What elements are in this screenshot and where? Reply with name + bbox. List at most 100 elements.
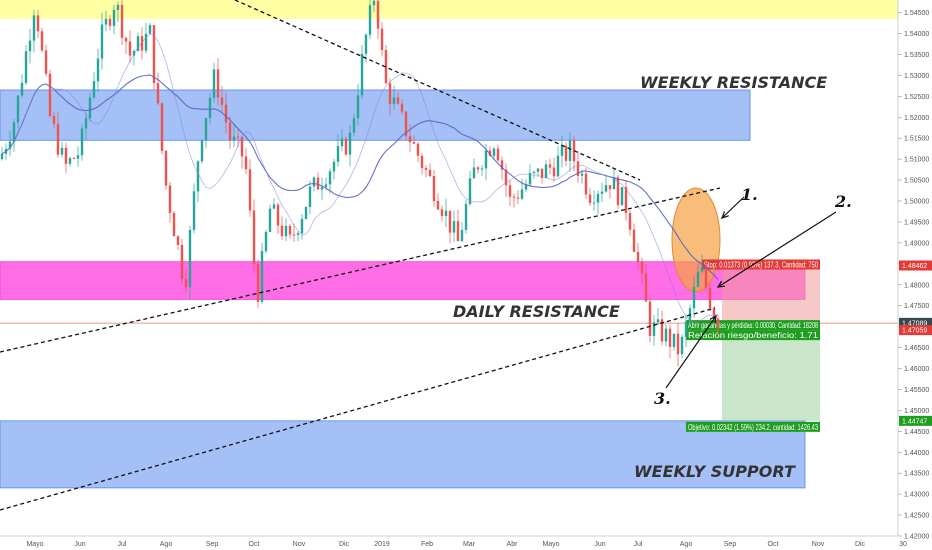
candle [184, 269, 188, 294]
y-tick-label: 1.42000 [904, 534, 929, 541]
candle [432, 169, 436, 207]
candle [596, 190, 600, 215]
candle [112, 5, 116, 35]
candle [384, 45, 388, 85]
price-tag: 1.47059 [899, 325, 932, 336]
candle [332, 158, 336, 180]
candle [680, 334, 684, 359]
candle [296, 231, 300, 241]
y-tick-label: 1.45000 [904, 408, 929, 415]
candle [176, 235, 180, 251]
candle [468, 170, 472, 206]
candle [452, 210, 456, 243]
x-tick-label: Dic [339, 541, 350, 548]
y-tick-label: 1.54000 [904, 31, 929, 38]
candle [252, 199, 256, 274]
x-tick-label: Feb [421, 541, 433, 548]
candle [632, 223, 636, 253]
zone-1 [0, 261, 806, 300]
weekly-support-label: WEEKLY SUPPORT [634, 462, 796, 481]
candle [156, 72, 160, 106]
candle [412, 135, 416, 145]
candle [576, 151, 580, 183]
zone-0 [0, 89, 751, 141]
candle [368, 0, 372, 39]
candle [424, 165, 428, 178]
candle [648, 297, 652, 343]
candle [56, 112, 60, 158]
candle [240, 136, 244, 169]
candle [668, 324, 672, 359]
candle [656, 308, 660, 326]
candle [620, 186, 624, 206]
annotation-1: 1. [741, 185, 758, 204]
candle [704, 261, 708, 293]
candle [316, 172, 320, 190]
candle [572, 135, 576, 172]
y-tick-label: 1.50500 [904, 178, 929, 185]
candle [136, 32, 140, 52]
y-tick-label: 1.54500 [904, 10, 929, 17]
x-tick-label: Mayo [26, 541, 43, 548]
pnl-box: Abrir ganancias y pérdidas: 0.00030, Can… [686, 320, 820, 331]
y-tick-label: 1.44000 [904, 450, 929, 457]
candle [380, 22, 384, 57]
candle [604, 174, 608, 193]
candle [104, 10, 108, 32]
candle [584, 167, 588, 200]
candle [320, 177, 324, 201]
candle [284, 218, 288, 242]
y-tick-label: 1.49500 [904, 219, 929, 226]
y-tick-label: 1.43500 [904, 471, 929, 478]
candle [692, 276, 696, 318]
candle [564, 141, 568, 166]
y-tick-label: 1.46000 [904, 366, 929, 373]
candle [260, 242, 264, 304]
candle [92, 71, 96, 100]
zones-layer [0, 0, 898, 489]
candle [220, 86, 224, 114]
candle [672, 333, 676, 351]
candle [396, 91, 400, 105]
candle [524, 179, 528, 193]
candle [100, 12, 104, 70]
candle [436, 193, 440, 211]
candle [540, 168, 544, 184]
candle [544, 160, 548, 179]
x-tick-label: Mayo [542, 541, 559, 548]
candle [440, 205, 444, 222]
x-tick-label: 30 [899, 541, 907, 548]
candle [8, 130, 12, 157]
candle [328, 168, 332, 194]
candle [228, 116, 232, 150]
candle [456, 209, 460, 242]
candle [124, 36, 128, 54]
candle [248, 159, 252, 217]
daily-resistance-label: DAILY RESISTANCE [453, 302, 620, 321]
candle [36, 10, 40, 39]
arrow-1 [721, 196, 745, 219]
y-tick-label: 1.53500 [904, 52, 929, 59]
candle [348, 125, 352, 167]
zone-2 [0, 420, 806, 489]
candle [520, 178, 524, 201]
candle [600, 182, 604, 202]
candle [548, 158, 552, 175]
svg-text:Stop: 0.01373 (0.93%) 137.3, C: Stop: 0.01373 (0.93%) 137.3, Cantidad: 7… [704, 260, 818, 269]
weekly-resistance-label: WEEKLY RESISTANCE [640, 73, 827, 92]
candle [192, 183, 196, 234]
candle [408, 123, 412, 153]
candle [360, 44, 364, 99]
candle [52, 111, 56, 129]
candle [292, 223, 296, 243]
position-layer: Stop: 0.01373 (0.93%) 137.3, Cantidad: 7… [0, 187, 898, 432]
candle [188, 225, 192, 300]
y-tick-label: 1.42500 [904, 513, 929, 520]
y-tick-label: 1.46500 [904, 345, 929, 352]
candle [664, 324, 668, 347]
candle [480, 165, 484, 176]
annotation-3: 3. [654, 389, 671, 408]
